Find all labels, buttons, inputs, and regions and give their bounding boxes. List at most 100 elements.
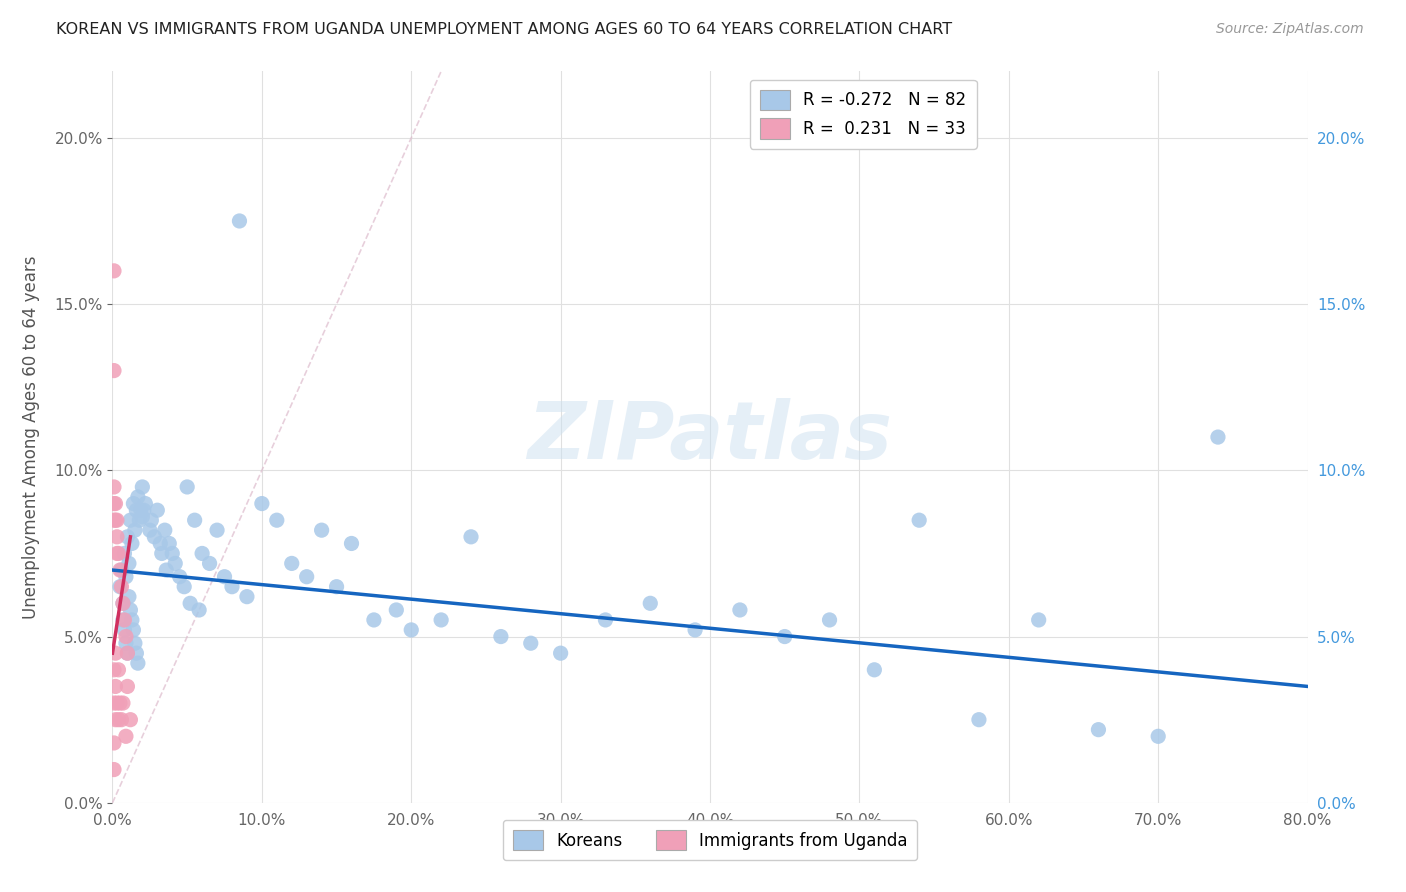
Point	[114, 613, 135, 627]
Point	[325, 580, 347, 594]
Point	[214, 570, 236, 584]
Point	[114, 546, 135, 560]
Point	[460, 530, 482, 544]
Point	[281, 557, 304, 571]
Point	[108, 580, 131, 594]
Point	[908, 513, 931, 527]
Point	[198, 557, 221, 571]
Text: Source: ZipAtlas.com: Source: ZipAtlas.com	[1216, 22, 1364, 37]
Point	[107, 713, 129, 727]
Point	[110, 580, 132, 594]
Point	[179, 596, 201, 610]
Point	[205, 523, 228, 537]
Point	[104, 497, 127, 511]
Point	[401, 623, 423, 637]
Legend: Koreans, Immigrants from Uganda: Koreans, Immigrants from Uganda	[503, 820, 917, 860]
Point	[191, 546, 214, 560]
Point	[124, 523, 146, 537]
Point	[117, 680, 139, 694]
Point	[103, 497, 125, 511]
Point	[385, 603, 408, 617]
Point	[1087, 723, 1109, 737]
Point	[103, 513, 125, 527]
Point	[103, 264, 125, 278]
Point	[132, 503, 155, 517]
Point	[103, 696, 125, 710]
Y-axis label: Unemployment Among Ages 60 to 64 years: Unemployment Among Ages 60 to 64 years	[22, 255, 41, 619]
Point	[107, 546, 129, 560]
Point	[595, 613, 617, 627]
Point	[118, 590, 141, 604]
Point	[967, 713, 990, 727]
Point	[489, 630, 512, 644]
Point	[773, 630, 796, 644]
Point	[111, 696, 134, 710]
Point	[111, 596, 134, 610]
Point	[169, 570, 191, 584]
Point	[121, 613, 143, 627]
Point	[153, 523, 176, 537]
Point	[120, 713, 142, 727]
Point	[363, 613, 385, 627]
Point	[128, 513, 150, 527]
Text: KOREAN VS IMMIGRANTS FROM UGANDA UNEMPLOYMENT AMONG AGES 60 TO 64 YEARS CORRELAT: KOREAN VS IMMIGRANTS FROM UGANDA UNEMPLO…	[56, 22, 952, 37]
Point	[115, 630, 138, 644]
Point	[105, 513, 128, 527]
Point	[122, 497, 145, 511]
Point	[111, 613, 134, 627]
Point	[124, 636, 146, 650]
Point	[295, 570, 318, 584]
Point	[115, 570, 138, 584]
Point	[250, 497, 273, 511]
Point	[103, 736, 125, 750]
Text: ZIPatlas: ZIPatlas	[527, 398, 893, 476]
Point	[221, 580, 243, 594]
Point	[818, 613, 841, 627]
Point	[104, 646, 127, 660]
Point	[430, 613, 453, 627]
Point	[115, 636, 138, 650]
Point	[120, 603, 142, 617]
Point	[236, 590, 259, 604]
Point	[520, 636, 543, 650]
Point	[155, 563, 177, 577]
Point	[115, 729, 138, 743]
Point	[228, 214, 250, 228]
Point	[104, 513, 127, 527]
Point	[141, 513, 163, 527]
Point	[728, 603, 751, 617]
Point	[550, 646, 572, 660]
Point	[131, 480, 153, 494]
Point	[103, 363, 125, 377]
Point	[105, 530, 128, 544]
Point	[863, 663, 886, 677]
Point	[114, 623, 135, 637]
Point	[683, 623, 706, 637]
Point	[1206, 430, 1229, 444]
Point	[1028, 613, 1050, 627]
Point	[149, 536, 172, 550]
Point	[139, 523, 162, 537]
Point	[173, 580, 195, 594]
Point	[1147, 729, 1170, 743]
Point	[103, 480, 125, 494]
Point	[108, 696, 131, 710]
Point	[104, 680, 127, 694]
Point	[104, 713, 127, 727]
Point	[127, 656, 149, 670]
Point	[103, 763, 125, 777]
Point	[110, 563, 132, 577]
Point	[143, 530, 166, 544]
Point	[120, 513, 142, 527]
Point	[162, 546, 183, 560]
Point	[107, 663, 129, 677]
Point	[311, 523, 333, 537]
Point	[105, 546, 128, 560]
Point	[340, 536, 363, 550]
Point	[157, 536, 180, 550]
Point	[118, 557, 141, 571]
Point	[110, 713, 132, 727]
Point	[127, 490, 149, 504]
Point	[131, 509, 153, 524]
Point	[125, 503, 148, 517]
